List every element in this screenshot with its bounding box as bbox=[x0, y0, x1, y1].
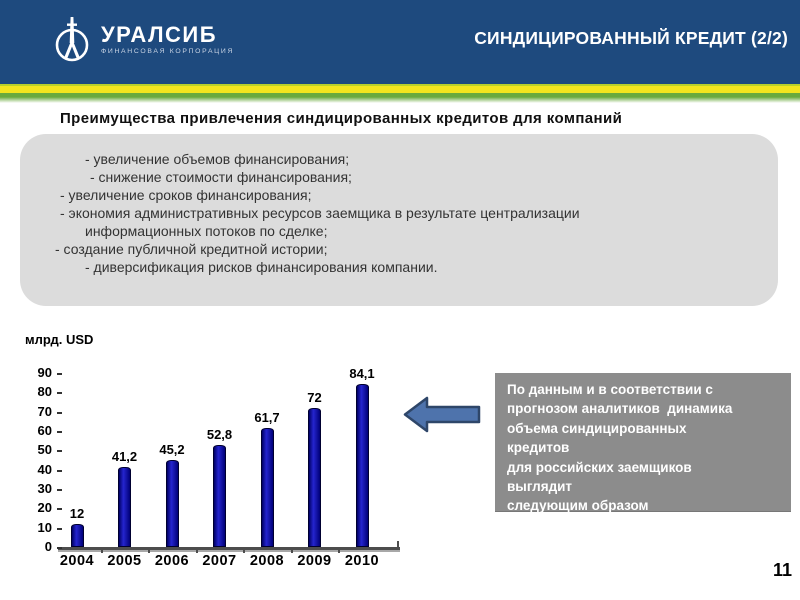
y-axis-tick bbox=[57, 508, 62, 511]
bar-value-label: 84,1 bbox=[349, 366, 375, 381]
bar-value-label: 41,2 bbox=[111, 449, 138, 464]
chart-unit-label: млрд. USD bbox=[25, 332, 94, 347]
bar-2007 bbox=[213, 445, 226, 547]
y-axis-tick bbox=[57, 373, 62, 375]
y-axis-tick-label: 50 bbox=[37, 442, 52, 458]
logo-subtitle: ФИНАНСОВАЯ КОРПОРАЦИЯ bbox=[101, 47, 235, 55]
bar-chart: 0 10 20 30 40 50 60 70 80 90 12 2004 41,2 2005 45,2 200… bbox=[20, 350, 435, 580]
logo-name: УРАЛСИБ bbox=[101, 21, 218, 47]
x-axis-category-label: 2004 bbox=[59, 553, 95, 569]
bar-value-label: 72 bbox=[307, 390, 322, 405]
x-axis-category-label: 2005 bbox=[107, 553, 142, 569]
benefit-item: - диверсификация рисков финансирования к… bbox=[85, 259, 438, 275]
x-axis-tick bbox=[290, 547, 293, 553]
benefit-item: - экономия административных ресурсов зае… bbox=[60, 205, 580, 221]
uralsib-logo: УРАЛСИБ ФИНАНСОВАЯ КОРПОРАЦИЯ bbox=[52, 13, 234, 65]
y-axis-tick bbox=[57, 489, 62, 491]
bar-value-label: 45,2 bbox=[159, 442, 185, 457]
y-axis-tick bbox=[57, 411, 62, 414]
bar-2004 bbox=[70, 524, 84, 547]
benefit-item-continuation: информационных потоков по сделке; bbox=[85, 223, 328, 239]
y-axis-tick-label: 0 bbox=[44, 539, 52, 554]
y-axis-tick-label: 70 bbox=[37, 403, 52, 419]
benefit-item: - увеличение сроков финансирования; bbox=[60, 187, 312, 203]
y-axis-tick-label: 20 bbox=[37, 500, 52, 516]
y-axis-tick bbox=[57, 527, 62, 530]
x-axis-category-label: 2010 bbox=[344, 553, 380, 569]
x-axis-tick bbox=[195, 547, 198, 553]
x-axis-category-label: 2009 bbox=[297, 553, 332, 569]
y-axis-tick bbox=[57, 469, 62, 472]
benefit-item: - создание публичной кредитной истории; bbox=[55, 241, 328, 257]
y-axis-tick bbox=[57, 392, 62, 395]
y-axis-tick-label: 30 bbox=[37, 481, 52, 496]
section-heading: Преимущества привлечения синдицированных… bbox=[60, 110, 623, 127]
slide-title: СИНДИЦИРОВАННЫЙ КРЕДИТ (2/2) bbox=[474, 28, 788, 48]
bar-2010 bbox=[355, 384, 369, 547]
y-axis-tick-label: 40 bbox=[37, 461, 52, 477]
header-bar: УРАЛСИБ ФИНАНСОВАЯ КОРПОРАЦИЯ СИНДИЦИРОВ… bbox=[0, 0, 800, 84]
accent-stripe bbox=[0, 84, 800, 104]
y-axis-tick bbox=[57, 547, 62, 549]
x-axis-tick bbox=[100, 547, 103, 553]
bar-2005 bbox=[118, 467, 131, 547]
bar-value-label: 61,7 bbox=[254, 410, 280, 425]
y-axis-tick bbox=[57, 450, 62, 453]
page-number: 11 bbox=[772, 560, 792, 580]
callout-text: По данным и в соответствии с прогнозом а… bbox=[507, 382, 733, 514]
bar-2006 bbox=[165, 460, 179, 547]
callout-box: По данным и в соответствии с прогнозом а… bbox=[495, 373, 791, 514]
x-axis-tick bbox=[148, 547, 151, 553]
x-axis-line bbox=[58, 547, 400, 550]
x-axis-end-tick bbox=[397, 541, 399, 548]
bar-2008 bbox=[260, 428, 274, 547]
benefit-item: - снижение стоимости финансирования; bbox=[90, 169, 352, 185]
left-arrow-icon bbox=[403, 396, 481, 433]
y-axis-tick-label: 10 bbox=[37, 519, 52, 535]
x-axis-category-label: 2006 bbox=[154, 553, 190, 569]
bar-value-label: 52,8 bbox=[206, 427, 233, 442]
x-axis-category-label: 2008 bbox=[249, 553, 285, 569]
y-axis-tick-label: 80 bbox=[37, 384, 52, 400]
x-axis-tick bbox=[243, 547, 246, 553]
uralsib-logo-icon bbox=[55, 17, 89, 62]
bar-2009 bbox=[308, 408, 321, 547]
x-axis-category-label: 2007 bbox=[202, 553, 237, 569]
y-axis-tick-label: 90 bbox=[37, 365, 52, 380]
benefit-item: - увеличение объемов финансирования; bbox=[85, 151, 350, 167]
y-axis-tick bbox=[57, 431, 62, 433]
bar-value-label: 12 bbox=[69, 506, 85, 521]
benefits-box: - увеличение объемов финансирования; - с… bbox=[20, 134, 778, 306]
x-axis-tick bbox=[338, 547, 341, 553]
logo-text: УРАЛСИБ ФИНАНСОВАЯ КОРПОРАЦИЯ bbox=[101, 21, 235, 55]
y-axis-tick-label: 60 bbox=[37, 423, 52, 438]
